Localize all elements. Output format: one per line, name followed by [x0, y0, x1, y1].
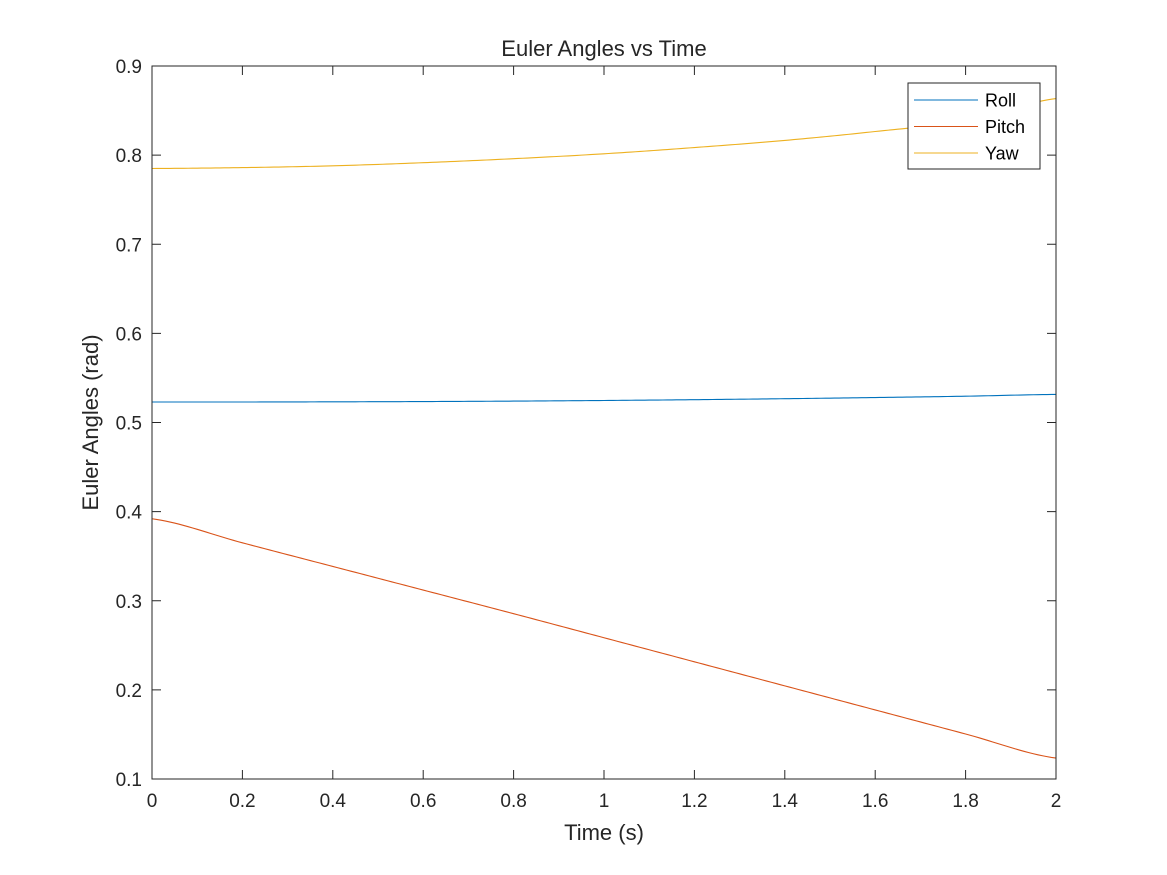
x-tick-label: 1.8	[952, 791, 978, 812]
series-line-yaw	[151, 97, 1057, 170]
legend-label-roll: Roll	[985, 91, 1016, 111]
legend-entry-yaw: Yaw	[914, 144, 1020, 164]
series-layer	[151, 97, 1057, 759]
y-tick-label: 0.9	[116, 57, 142, 78]
x-tick-label: 0.4	[320, 791, 347, 812]
legend-entry-pitch: Pitch	[914, 117, 1025, 137]
y-tick-label: 0.2	[116, 681, 142, 702]
legend-label-pitch: Pitch	[985, 117, 1025, 137]
x-tick-label: 0	[147, 791, 158, 812]
chart-title: Euler Angles vs Time	[501, 36, 706, 61]
y-tick-label: 0.7	[116, 235, 142, 256]
series-line-roll	[152, 393, 1057, 403]
y-tick-label: 0.3	[116, 592, 142, 613]
x-tick-label: 0.8	[500, 791, 526, 812]
y-tick-label: 0.1	[116, 770, 142, 791]
x-tick-label: 0.2	[229, 791, 255, 812]
x-tick-label: 2	[1051, 791, 1062, 812]
plot-area	[152, 66, 1056, 779]
x-tick-label: 0.6	[410, 791, 436, 812]
x-tick-label: 1.4	[772, 791, 799, 812]
x-axis-label: Time (s)	[564, 820, 644, 845]
y-tick-label: 0.5	[116, 414, 142, 435]
x-tick-label: 1	[599, 791, 610, 812]
ticks-layer: 0 0.2 0.4 0.6 0.8 1 1.2 1.4 1.6 1.8 2 0.1 0.2 0.3 0.4 0…	[116, 57, 1062, 812]
y-tick-label: 0.4	[116, 503, 143, 524]
y-tick-label: 0.8	[116, 146, 142, 167]
x-tick-label: 1.2	[681, 791, 707, 812]
y-tick-label: 0.6	[116, 324, 142, 345]
series-line-pitch	[151, 518, 1057, 759]
x-tick-label: 1.6	[862, 791, 888, 812]
legend-label-yaw: Yaw	[985, 144, 1020, 164]
legend-entry-roll: Roll	[914, 91, 1016, 111]
y-axis-label: Euler Angles (rad)	[78, 334, 103, 510]
axes-box	[151, 65, 1057, 780]
legend: Roll Pitch Yaw	[907, 82, 1041, 170]
